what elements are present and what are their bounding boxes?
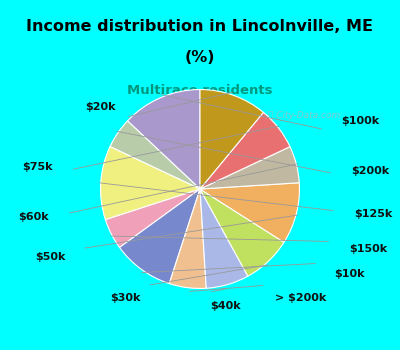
Wedge shape — [200, 183, 300, 242]
Wedge shape — [120, 189, 200, 284]
Wedge shape — [200, 147, 299, 189]
Text: $20k: $20k — [85, 103, 116, 112]
Wedge shape — [200, 112, 290, 189]
Text: $75k: $75k — [22, 162, 53, 172]
Text: $150k: $150k — [349, 244, 387, 254]
Wedge shape — [200, 189, 248, 288]
Text: $40k: $40k — [210, 301, 240, 312]
Text: ⓘ City-Data.com: ⓘ City-Data.com — [268, 111, 340, 120]
Text: $50k: $50k — [35, 252, 66, 262]
Wedge shape — [100, 147, 200, 220]
Wedge shape — [200, 189, 284, 276]
Text: Multirace residents: Multirace residents — [127, 84, 273, 97]
Wedge shape — [200, 90, 263, 189]
Text: > $200k: > $200k — [274, 293, 326, 303]
Text: $125k: $125k — [354, 209, 392, 219]
Text: $60k: $60k — [18, 212, 49, 222]
Text: $10k: $10k — [334, 268, 365, 279]
Text: Income distribution in Lincolnville, ME: Income distribution in Lincolnville, ME — [26, 19, 374, 34]
Text: $200k: $200k — [351, 166, 389, 176]
Text: $100k: $100k — [341, 116, 379, 126]
Wedge shape — [128, 90, 200, 189]
Wedge shape — [106, 189, 200, 247]
Text: (%): (%) — [185, 50, 215, 65]
Wedge shape — [169, 189, 206, 288]
Text: $30k: $30k — [110, 293, 140, 303]
Wedge shape — [110, 121, 200, 189]
